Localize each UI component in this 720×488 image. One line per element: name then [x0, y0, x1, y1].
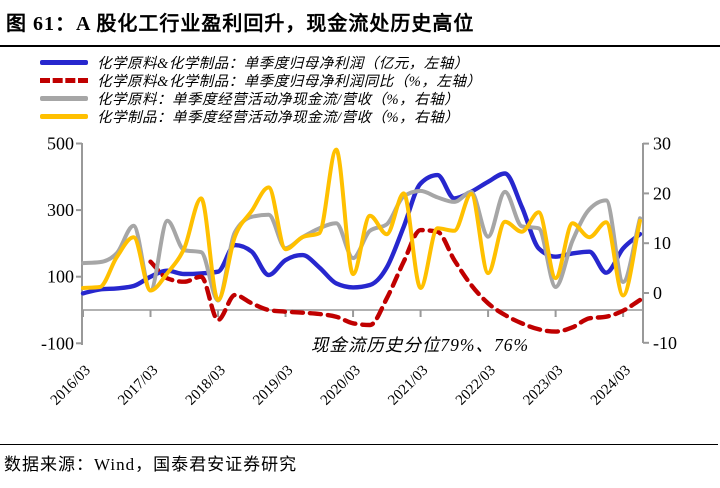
- figure-title: 图 61：A 股化工行业盈利回升，现金流处历史高位: [6, 13, 475, 35]
- legend-line-red-dashed: [40, 77, 88, 83]
- x-axis-label: 2017/03: [115, 363, 161, 409]
- source-footer-block: 数据来源：Wind，国泰君安证券研究: [0, 444, 718, 475]
- figure-title-block: 图 61：A 股化工行业盈利回升，现金流处历史高位: [0, 0, 720, 47]
- x-axis-label: 2018/03: [183, 363, 229, 409]
- x-axis-label: 2023/03: [520, 363, 566, 409]
- x-axis-label: 2022/03: [453, 363, 499, 409]
- left-axis-label: -100: [41, 333, 74, 353]
- legend-label: 化学原料&化学制品：单季度归母净利润（亿元，左轴）: [97, 55, 469, 72]
- legend-line-blue: [40, 59, 88, 65]
- right-axis-label: 0: [653, 283, 662, 303]
- right-axis-label: 30: [653, 134, 671, 154]
- series-line-1: [148, 227, 643, 334]
- series-line-3: [81, 147, 642, 302]
- x-axis-label: 2021/03: [385, 363, 431, 409]
- source-text: 数据来源：Wind，国泰君安证券研究: [4, 455, 298, 474]
- left-axis-label: 100: [47, 267, 74, 287]
- legend-line-yellow: [40, 113, 88, 119]
- legend-line-gray: [40, 95, 88, 101]
- x-axis-label: 2019/03: [250, 363, 296, 409]
- chart-legend: 化学原料&化学制品：单季度归母净利润（亿元，左轴） 化学原料&化学制品：单季度归…: [40, 53, 482, 126]
- x-axis-label: 2024/03: [588, 363, 634, 409]
- legend-label: 化学制品：单季度经营活动净现金流/营收（%，右轴）: [97, 109, 460, 126]
- legend-item-net-profit-yoy: 化学原料&化学制品：单季度归母净利润同比（%，左轴）: [40, 71, 482, 90]
- left-axis-label: 500: [47, 134, 74, 154]
- legend-label: 化学原料&化学制品：单季度归母净利润同比（%，左轴）: [97, 73, 482, 90]
- x-axis-label: 2016/03: [48, 363, 94, 409]
- x-axis-label: 2020/03: [318, 363, 364, 409]
- legend-item-net-profit: 化学原料&化学制品：单季度归母净利润（亿元，左轴）: [40, 53, 481, 72]
- legend-item-raw-material-cashflow: 化学原料：单季度经营活动净现金流/营收（%，右轴）: [40, 89, 481, 108]
- right-axis-label: 10: [653, 233, 671, 253]
- right-axis-label: 20: [653, 183, 671, 203]
- legend-label: 化学原料：单季度经营活动净现金流/营收（%，右轴）: [97, 91, 460, 108]
- left-axis-label: 300: [47, 200, 74, 220]
- right-axis-label: -10: [653, 333, 677, 353]
- legend-item-product-cashflow: 化学制品：单季度经营活动净现金流/营收（%，右轴）: [40, 107, 481, 126]
- cashflow-percentile-annotation: 现金流历史分位79%、76%: [311, 335, 529, 355]
